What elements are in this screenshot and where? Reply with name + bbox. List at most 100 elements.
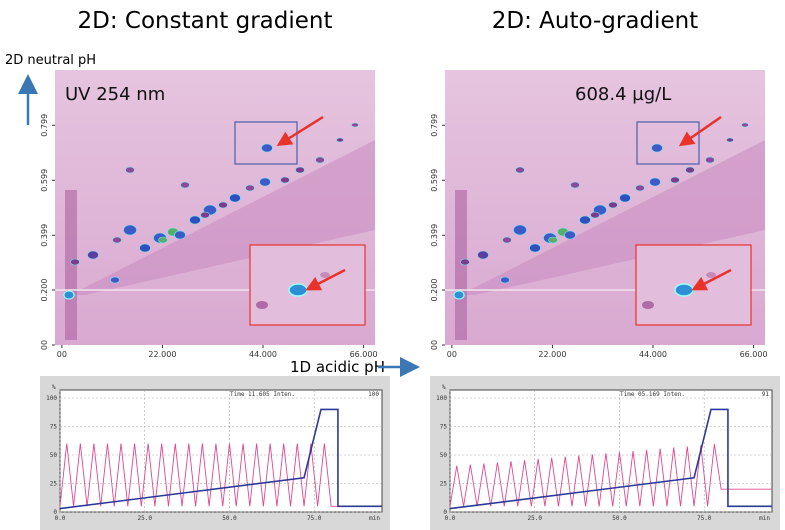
y-tick-label: 0.599 <box>430 169 439 192</box>
spot <box>453 290 465 300</box>
plot-header: Time 05.169 Inten. <box>620 391 685 398</box>
heatmap-streak <box>455 190 467 340</box>
heatmap-band <box>70 140 375 295</box>
y-tick-label: 75 <box>50 424 58 431</box>
panel-title: 2D: Auto-gradient <box>492 8 698 34</box>
y-tick-label: 0.799 <box>430 114 439 137</box>
spot <box>619 193 631 203</box>
spot <box>295 166 305 174</box>
y-tick-label: 0.599 <box>40 169 49 192</box>
x-tick-label: 22.000 <box>538 350 566 359</box>
plot-header-value: 100 <box>368 391 379 398</box>
y-tick-label: 0.200 <box>430 279 439 302</box>
x-tick-label: 00 <box>447 350 457 359</box>
spot <box>125 166 135 174</box>
spot <box>608 201 618 209</box>
y-tick-label: 25 <box>440 481 448 488</box>
spot <box>635 184 645 192</box>
spot <box>245 184 255 192</box>
y-tick-label: 0 <box>443 509 447 516</box>
spot <box>590 211 600 219</box>
y-tick-label: 00 <box>40 340 49 350</box>
x-tick-label: 50.0 <box>222 515 237 522</box>
spot <box>564 230 576 240</box>
spot <box>477 250 489 260</box>
red-arrow <box>691 268 732 291</box>
spot <box>460 258 470 266</box>
x-axis-label: 1D acidic pH <box>290 358 385 376</box>
spot <box>315 156 325 164</box>
y-tick-label: 00 <box>430 340 439 350</box>
spot <box>180 181 190 189</box>
highlight-box <box>636 121 700 165</box>
x-tick-label: 25.0 <box>528 515 543 522</box>
plot-header: Time 11.605 Inten. <box>230 391 295 398</box>
spot <box>280 176 290 184</box>
spot <box>513 224 527 236</box>
spot <box>87 250 99 260</box>
y-tick-label: 100 <box>436 395 447 402</box>
spot <box>579 215 591 225</box>
spot <box>123 224 137 236</box>
x-tick-label: 66.000 <box>740 350 768 359</box>
x-tick-label: 50.0 <box>612 515 627 522</box>
spot <box>110 276 120 284</box>
spot <box>259 177 271 187</box>
x-tick-label: 44.000 <box>639 350 667 359</box>
x-tick-label: 75.0 <box>697 515 712 522</box>
spot <box>189 215 201 225</box>
gradient-line <box>59 408 382 510</box>
y-tick-label: 0 <box>53 509 57 516</box>
inset-spot <box>288 283 308 297</box>
spot <box>218 201 228 209</box>
gradient-line <box>59 443 382 507</box>
gradient-line <box>449 444 772 507</box>
highlight-box <box>234 121 298 165</box>
spot <box>529 243 541 253</box>
x-axis-unit: min <box>759 515 770 522</box>
spot <box>705 156 715 164</box>
spot <box>200 211 210 219</box>
x-tick-label: 22.000 <box>148 350 176 359</box>
annotation: UV 254 nm <box>65 84 165 105</box>
heatmap-streak <box>65 190 77 340</box>
spot <box>649 177 661 187</box>
spot <box>261 143 273 153</box>
x-tick-label: 0.0 <box>55 515 66 522</box>
annotation: 608.4 µg/L <box>575 84 671 105</box>
spot <box>570 181 580 189</box>
inset-spot <box>674 283 694 297</box>
y-tick-label: 25 <box>50 481 58 488</box>
x-tick-label: 66.000 <box>350 350 378 359</box>
gradient-line <box>449 408 772 510</box>
y-axis-unit: % <box>442 384 446 391</box>
inset-spot <box>642 301 654 309</box>
x-tick-label: 0.0 <box>445 515 456 522</box>
y-tick-label: 0.799 <box>40 114 49 137</box>
spot <box>548 236 558 244</box>
spot <box>229 193 241 203</box>
spot <box>741 122 749 128</box>
red-arrow <box>305 268 346 291</box>
spot <box>139 243 151 253</box>
inset <box>635 244 752 326</box>
inset-spot <box>706 272 716 278</box>
y-tick-label: 50 <box>440 452 448 459</box>
spot <box>158 236 168 244</box>
plot-header-value: 91 <box>762 391 770 398</box>
y-tick-label: 50 <box>50 452 58 459</box>
spot <box>336 137 344 143</box>
y-axis-unit: % <box>52 384 56 391</box>
spot <box>174 230 186 240</box>
spot <box>502 236 512 244</box>
y-tick-label: 0.399 <box>430 224 439 247</box>
spot <box>63 290 75 300</box>
spot <box>351 122 359 128</box>
y-tick-label: 100 <box>46 395 57 402</box>
y-tick-label: 0.200 <box>40 279 49 302</box>
y-tick-label: 75 <box>440 424 448 431</box>
red-arrow <box>276 115 324 146</box>
panel-title: 2D: Constant gradient <box>78 8 333 34</box>
x-tick-label: 00 <box>57 350 67 359</box>
